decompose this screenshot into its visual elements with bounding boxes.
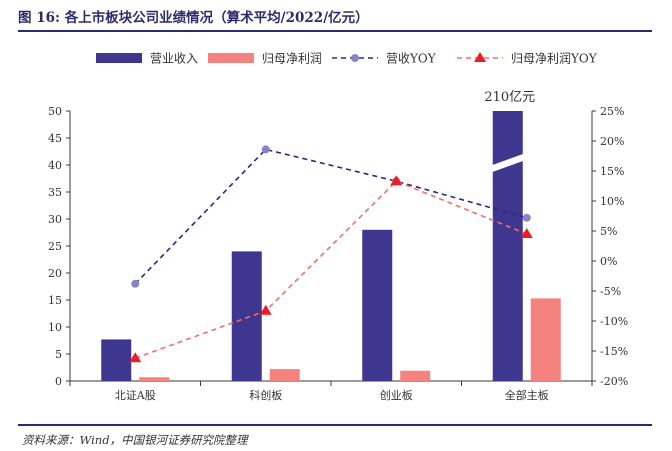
annotation-label: 210亿元	[484, 90, 535, 105]
left-tick-label: 5	[55, 348, 62, 361]
left-tick-label: 35	[48, 186, 62, 199]
right-tick-label: 5%	[600, 225, 617, 238]
right-tick-label: -20%	[600, 375, 628, 388]
category-label: 科创板	[249, 388, 282, 402]
bar-revenue	[492, 111, 523, 381]
left-tick-label: 45	[48, 132, 62, 145]
point-profit-yoy	[520, 228, 533, 238]
right-tick-label: 0%	[600, 255, 617, 268]
x-axis: 北证A股 科创板 创业板 全部主板	[69, 380, 593, 402]
left-tick-label: 15	[48, 294, 62, 307]
left-tick-label: 30	[48, 213, 62, 226]
point-profit-yoy	[390, 175, 403, 186]
right-tick-label: -5%	[600, 285, 621, 298]
top-rule	[18, 30, 652, 32]
legend-label-revenue-yoy: 营收YOY	[386, 52, 437, 66]
right-tick-label: 15%	[600, 165, 624, 178]
lines	[129, 145, 533, 363]
category-label: 创业板	[380, 388, 413, 402]
category-label: 全部主板	[505, 388, 549, 402]
right-tick-label: -15%	[600, 345, 628, 358]
figure-title: 图 16: 各上市板块公司业绩情况（算术平均/2022/亿元）	[18, 6, 369, 26]
point-revenue-yoy	[522, 213, 531, 222]
right-tick-label: -10%	[600, 315, 628, 328]
right-tick-label: 20%	[600, 135, 624, 148]
left-tick-label: 0	[55, 375, 62, 388]
left-tick-label: 50	[48, 105, 62, 118]
point-revenue-yoy	[261, 145, 270, 154]
bar-profit	[139, 377, 170, 381]
category-label: 北证A股	[115, 389, 156, 402]
left-tick-label: 25	[48, 240, 62, 253]
legend-swatch-revenue	[96, 53, 142, 63]
left-tick-label: 40	[48, 159, 62, 172]
figure-label: 图 16:	[18, 10, 60, 26]
right-axis: -20% -15% -10% -5% 0% 5% 10% 15% 20% 25%	[591, 105, 628, 388]
line-revenue-yoy	[134, 148, 527, 285]
point-profit-yoy	[259, 304, 272, 315]
bar-revenue	[231, 251, 262, 381]
figure-title-text: 各上市板块公司业绩情况（算术平均/2022/亿元）	[64, 10, 369, 26]
legend-marker-profit-yoy	[474, 52, 486, 62]
line-profit-yoy	[134, 180, 528, 359]
bars	[101, 111, 561, 381]
bottom-rule	[18, 424, 652, 426]
right-tick-label: 10%	[600, 195, 624, 208]
source-note: 资料来源：Wind，中国银河证券研究院整理	[22, 433, 248, 447]
legend-marker-revenue-yoy	[351, 54, 359, 62]
point-profit-yoy	[129, 352, 142, 363]
legend: 营业收入 归母净利润 营收YOY 归母净利润YOY	[96, 52, 598, 66]
legend-label-revenue: 营业收入	[150, 52, 198, 66]
bar-profit	[530, 298, 561, 381]
legend-swatch-profit	[208, 53, 254, 63]
point-revenue-yoy	[131, 279, 140, 288]
right-tick-label: 25%	[600, 105, 624, 118]
annotations: 210亿元	[484, 90, 535, 105]
bar-revenue	[101, 339, 132, 381]
axis-break-mark	[489, 153, 526, 173]
left-axis: 0 5 10 15 20 25 30 35 40 45 50	[48, 105, 71, 388]
left-tick-label: 20	[48, 267, 62, 280]
bar-profit	[400, 370, 431, 381]
left-tick-label: 10	[48, 321, 62, 334]
bar-revenue	[362, 229, 393, 381]
legend-label-profit-yoy: 归母净利润YOY	[511, 52, 598, 66]
legend-label-profit: 归母净利润	[262, 52, 322, 66]
bar-profit	[269, 369, 300, 381]
